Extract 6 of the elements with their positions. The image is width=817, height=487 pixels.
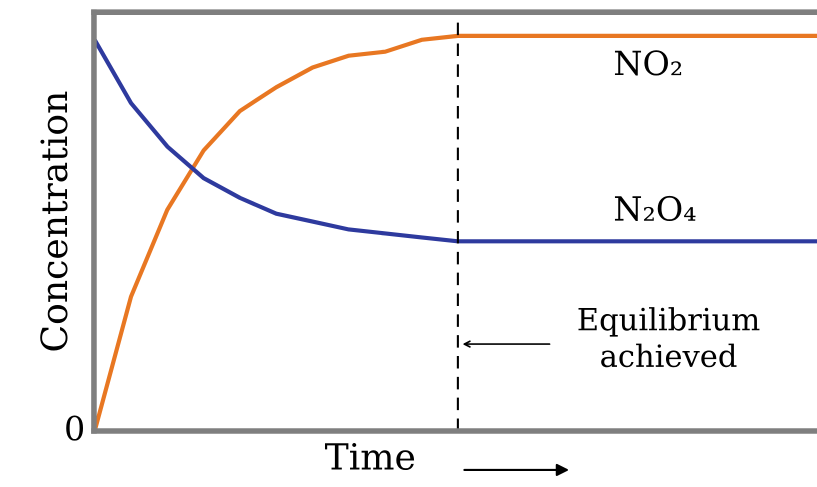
text: 0 — [66, 415, 84, 441]
y-axis-title: Concentration — [40, 92, 68, 350]
x-axis-title: Time — [324, 442, 414, 470]
series-label: N₂O₄ — [614, 196, 696, 222]
annotation: Equilibrium achieved — [578, 307, 760, 368]
series-label: NO₂ — [614, 50, 682, 76]
